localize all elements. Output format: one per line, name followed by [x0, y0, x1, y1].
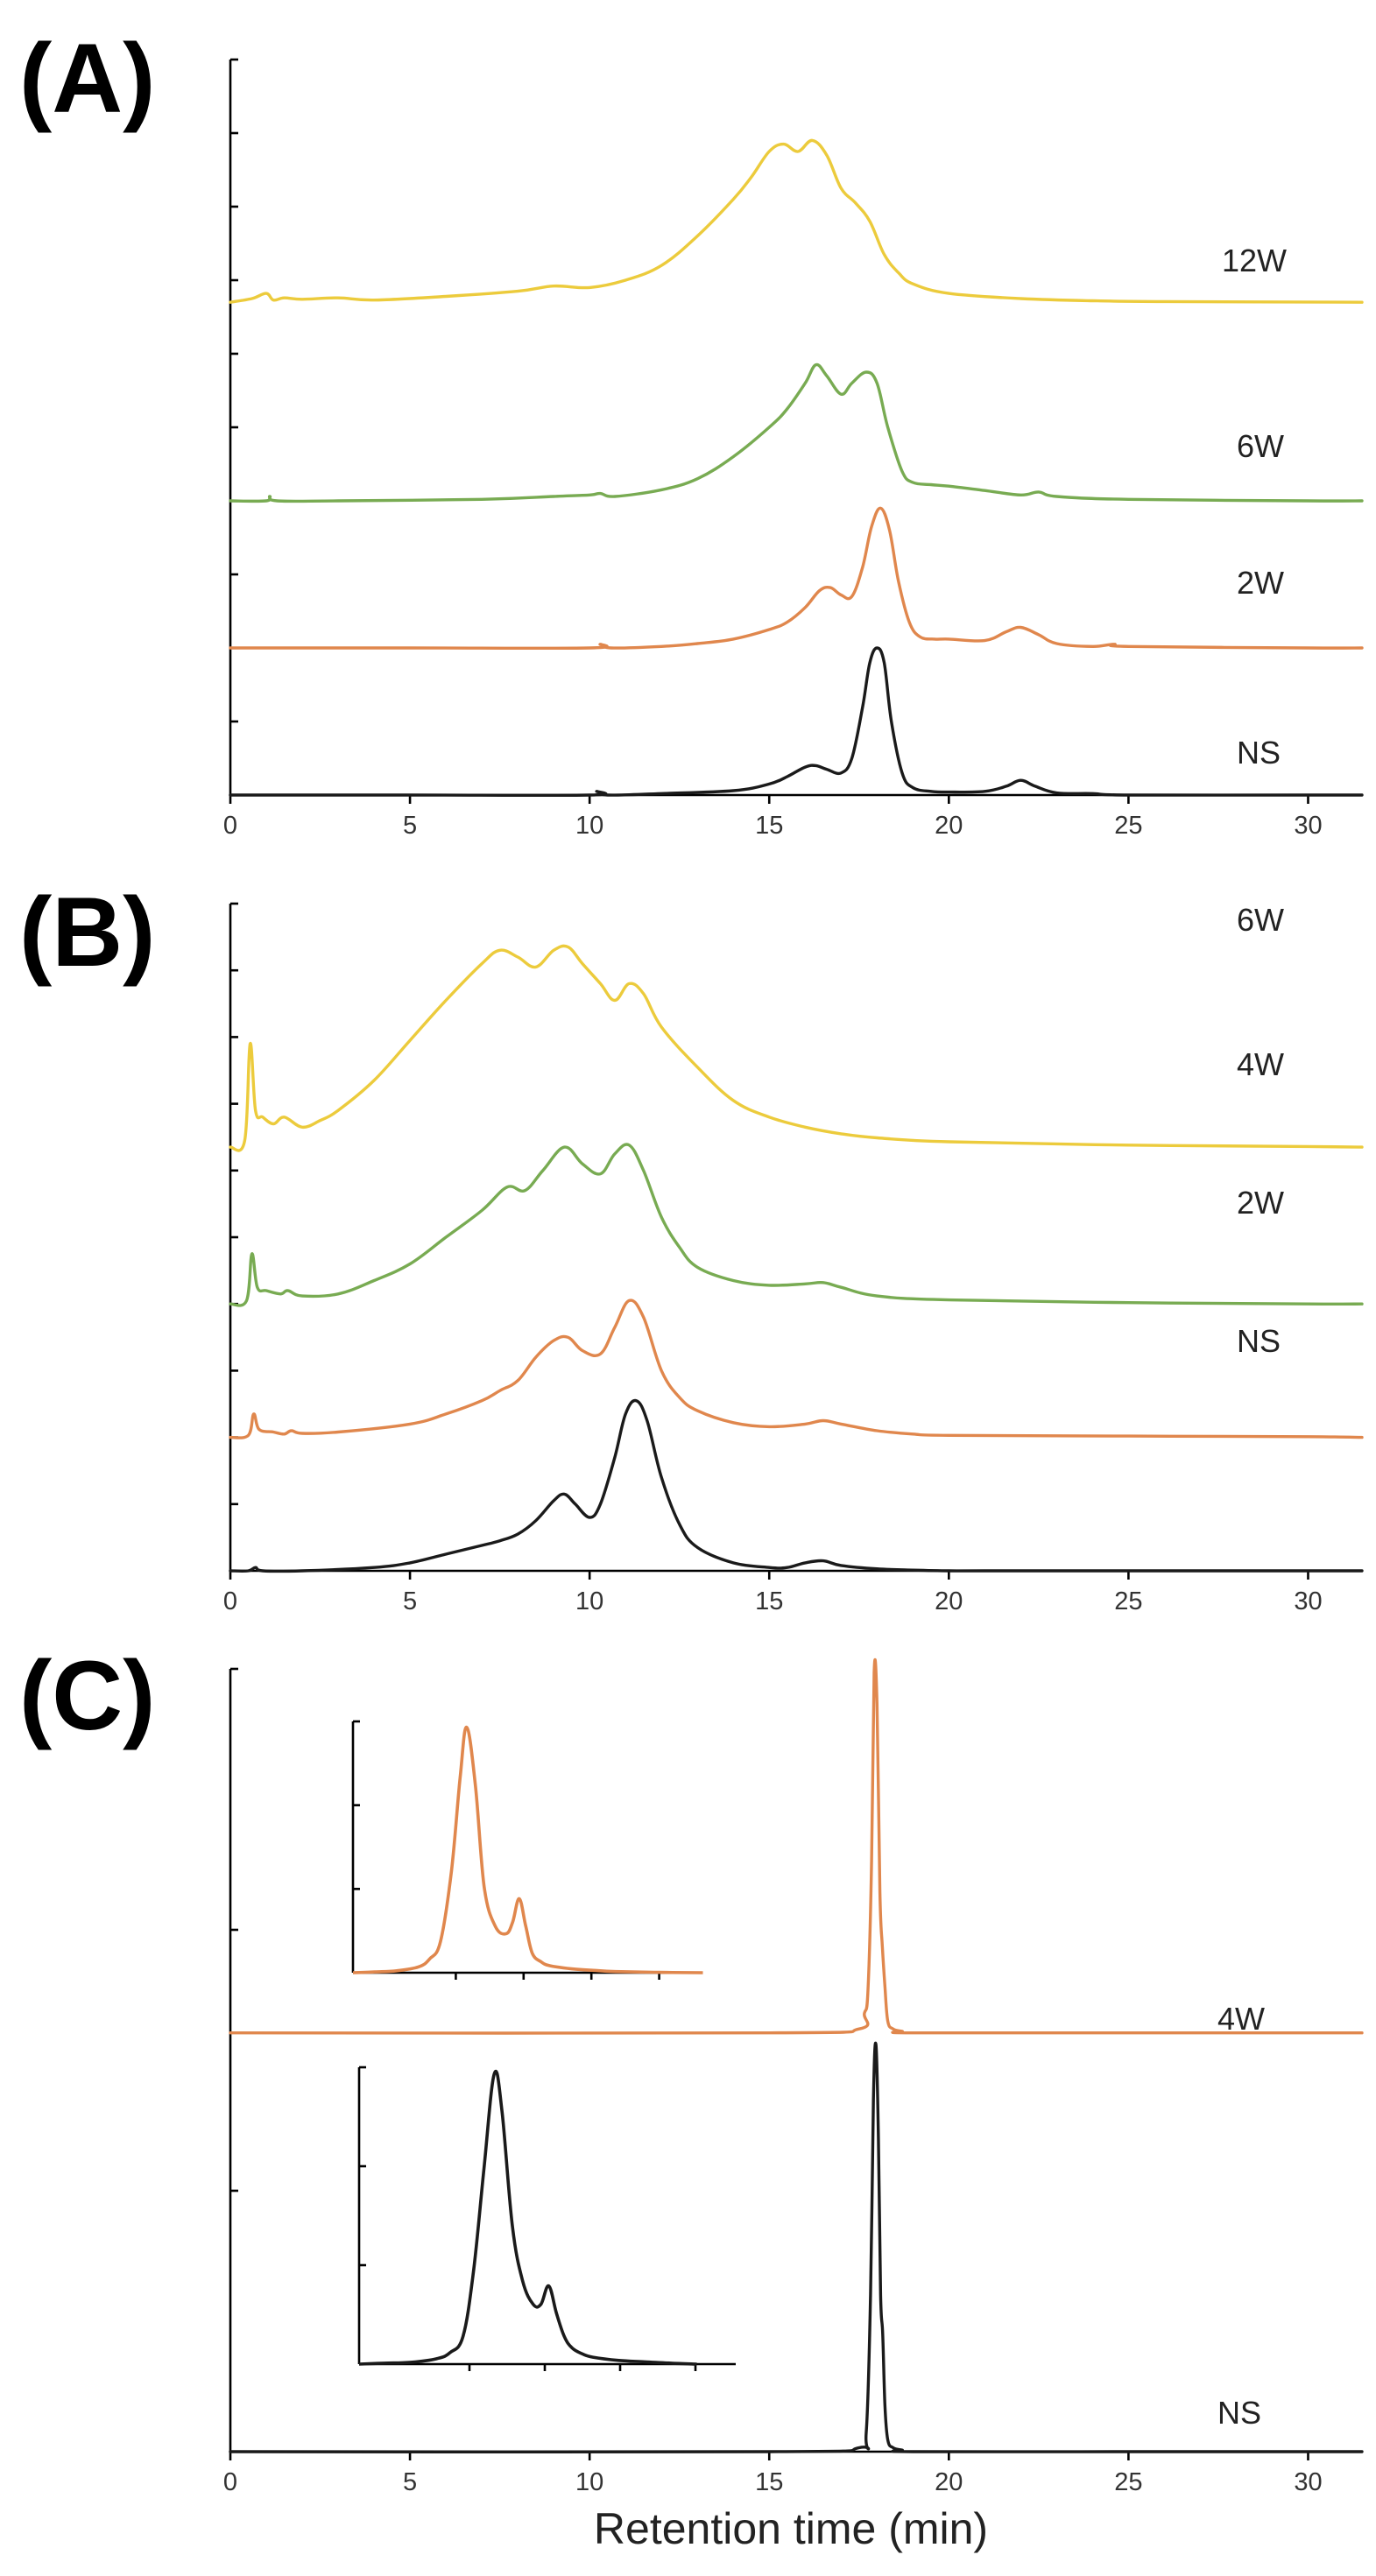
tick-label: 5 [403, 812, 417, 840]
tick-label: 20 [935, 1587, 963, 1615]
trace-ns [229, 2041, 1364, 2454]
panel-label-a: (A) [19, 24, 155, 133]
panel-c: 0 5 10 15 20 25 30 NS 4W [223, 1658, 1364, 2496]
series-label-4w: 4W [1217, 2001, 1265, 2037]
tick-label: 10 [575, 2468, 603, 2496]
tick-label: 0 [223, 2468, 237, 2496]
tick-label: 25 [1114, 1587, 1142, 1615]
trace-6w [229, 944, 1364, 1152]
inset-trace-4w [352, 1725, 703, 1974]
series-label-ns: NS [1217, 2395, 1261, 2431]
panel-a-y-ticks [230, 58, 238, 797]
series-label-6w: 6W [1237, 428, 1284, 464]
panel-a-x-tick-labels: 0 5 10 15 20 25 30 [223, 812, 1323, 840]
panel-label-c: (C) [19, 1641, 155, 1750]
series-label-ns: NS [1237, 1323, 1281, 1359]
trace-ns [229, 646, 1364, 798]
inset-ns [357, 2066, 736, 2371]
tick-label: 20 [935, 2468, 963, 2496]
panel-a: 0 5 10 15 20 25 30 NS 2W 6W 12W [223, 58, 1364, 840]
trace-ns [229, 1398, 1364, 1573]
series-label-6w: 6W [1237, 902, 1284, 938]
x-axis-title: Retention time (min) [594, 2504, 988, 2553]
panel-b: 0 5 10 15 20 25 30 NS 2W 4W 6W [223, 902, 1364, 1615]
panel-b-x-tick-labels: 0 5 10 15 20 25 30 [223, 1587, 1323, 1615]
tick-label: 30 [1294, 812, 1322, 840]
tick-label: 15 [755, 812, 783, 840]
panel-b-y-ticks [230, 902, 238, 1573]
trace-2w [229, 506, 1364, 651]
panel-c-x-tick-labels: 0 5 10 15 20 25 30 [223, 2468, 1323, 2496]
panel-c-y-ticks [230, 1667, 238, 2453]
series-label-4w: 4W [1237, 1046, 1284, 1082]
tick-label: 5 [403, 1587, 417, 1615]
trace-12w [229, 138, 1364, 304]
tick-label: 5 [403, 2468, 417, 2496]
tick-label: 10 [575, 1587, 603, 1615]
tick-label: 10 [575, 812, 603, 840]
trace-2w [229, 1299, 1364, 1439]
tick-label: 0 [223, 1587, 237, 1615]
inset-trace-ns [358, 2069, 697, 2366]
trace-4w [229, 1143, 1364, 1307]
panel-label-b: (B) [19, 877, 155, 987]
series-label-2w: 2W [1237, 1185, 1284, 1221]
tick-label: 15 [755, 2468, 783, 2496]
tick-label: 30 [1294, 2468, 1322, 2496]
trace-4w [229, 1658, 1364, 2035]
tick-label: 20 [935, 812, 963, 840]
tick-label: 15 [755, 1587, 783, 1615]
series-label-2w: 2W [1237, 565, 1284, 601]
tick-label: 30 [1294, 1587, 1322, 1615]
tick-label: 0 [223, 812, 237, 840]
tick-label: 25 [1114, 2468, 1142, 2496]
series-label-ns: NS [1237, 735, 1281, 771]
trace-6w [229, 362, 1364, 503]
tick-label: 25 [1114, 812, 1142, 840]
inset-4w [351, 1720, 703, 1980]
series-label-12w: 12W [1222, 243, 1287, 278]
